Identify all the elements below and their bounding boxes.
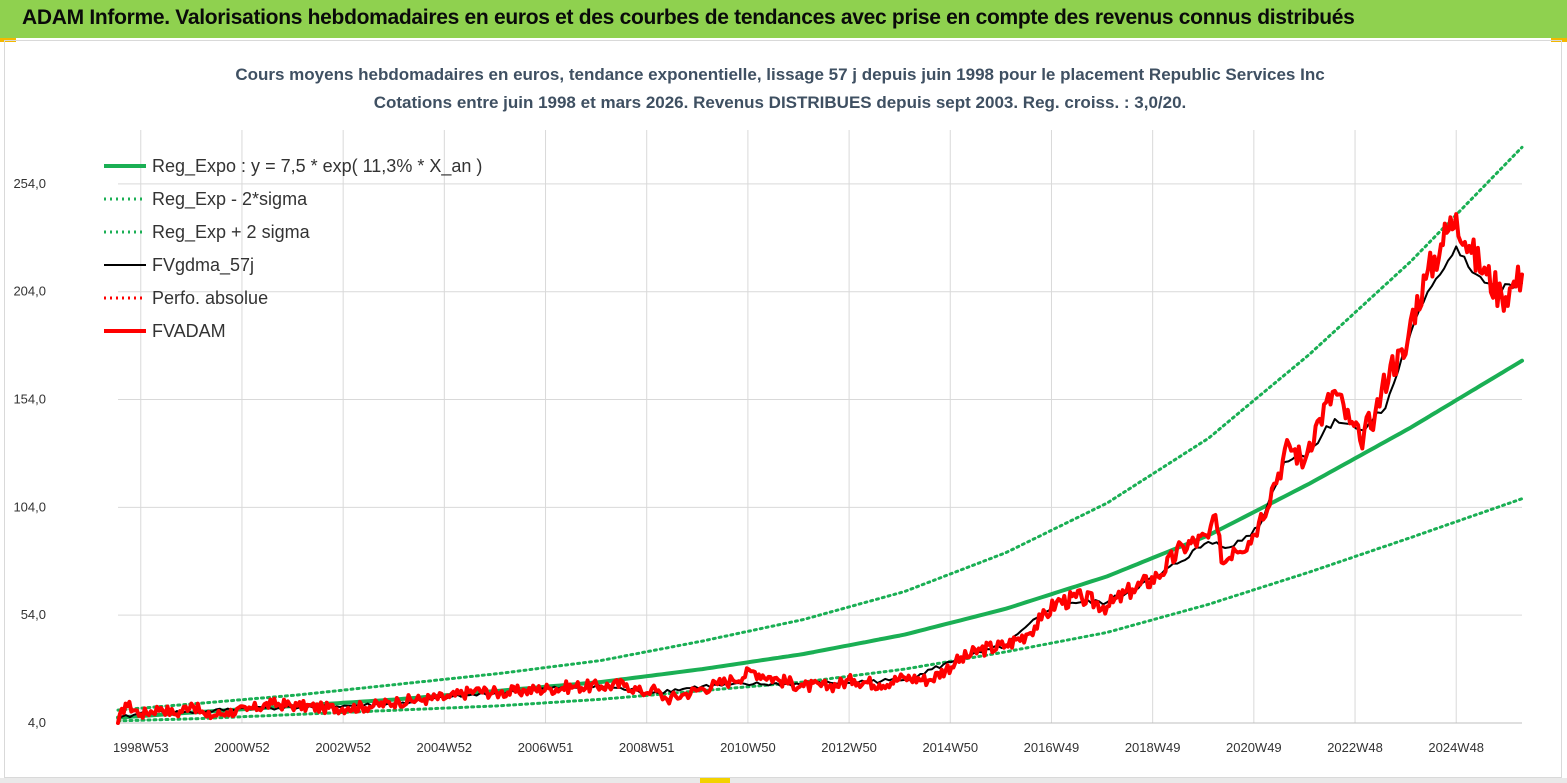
x-tick-label: 2002W52	[315, 740, 371, 755]
chart-title: Cours moyens hebdomadaires en euros, ten…	[235, 65, 1324, 84]
chart-grid	[118, 130, 1522, 724]
x-tick-label: 2004W52	[417, 740, 473, 755]
y-tick-label: 204,0	[13, 284, 46, 299]
legend-label: FVgdma_57j	[152, 255, 254, 276]
report-header-bar: ADAM Informe. Valorisations hebdomadaire…	[0, 0, 1567, 38]
x-tick-label: 1998W53	[113, 740, 169, 755]
legend-label: FVADAM	[152, 321, 226, 341]
y-axis-ticks: 4,0 54,0 104,0 154,0 204,0 254,0	[13, 176, 46, 730]
legend-label: Reg_Exp + 2 sigma	[152, 222, 311, 243]
y-tick-label: 254,0	[13, 176, 46, 191]
reg-expo-line	[116, 358, 1524, 720]
report-title: ADAM Informe. Valorisations hebdomadaire…	[22, 6, 1355, 29]
chart-subtitle: Cotations entre juin 1998 et mars 2026. …	[374, 93, 1187, 112]
chart-frame	[4, 40, 1562, 778]
x-tick-label: 2018W49	[1125, 740, 1181, 755]
x-tick-label: 2016W49	[1024, 740, 1080, 755]
legend-label: Reg_Exp - 2*sigma	[152, 189, 308, 210]
x-tick-label: 2024W48	[1428, 740, 1484, 755]
footer-bar	[0, 778, 1567, 783]
legend-label: Perfo. absolue	[152, 288, 268, 308]
chart-series	[116, 145, 1524, 725]
x-tick-label: 2014W50	[922, 740, 978, 755]
legend-label: Reg_Expo : y = 7,5 * exp( 11,3% * X_an )	[152, 156, 482, 177]
y-tick-label: 104,0	[13, 499, 46, 514]
y-tick-label: 154,0	[13, 392, 46, 407]
y-tick-label: 54,0	[21, 607, 46, 622]
chart-legend: Reg_Expo : y = 7,5 * exp( 11,3% * X_an )…	[104, 156, 482, 341]
x-tick-label: 2020W49	[1226, 740, 1282, 755]
x-tick-label: 2008W51	[619, 740, 675, 755]
footer-accent	[700, 778, 730, 783]
x-tick-label: 2022W48	[1327, 740, 1383, 755]
x-tick-label: 2000W52	[214, 740, 270, 755]
reg-upper-band-line	[116, 145, 1524, 712]
x-tick-label: 2010W50	[720, 740, 776, 755]
x-tick-label: 2012W50	[821, 740, 877, 755]
fvadam-line	[116, 212, 1524, 725]
y-tick-label: 4,0	[28, 715, 46, 730]
x-axis-ticks: 1998W53 2000W52 2002W52 2004W52 2006W51 2008W…	[113, 740, 1484, 755]
x-tick-label: 2006W51	[518, 740, 574, 755]
